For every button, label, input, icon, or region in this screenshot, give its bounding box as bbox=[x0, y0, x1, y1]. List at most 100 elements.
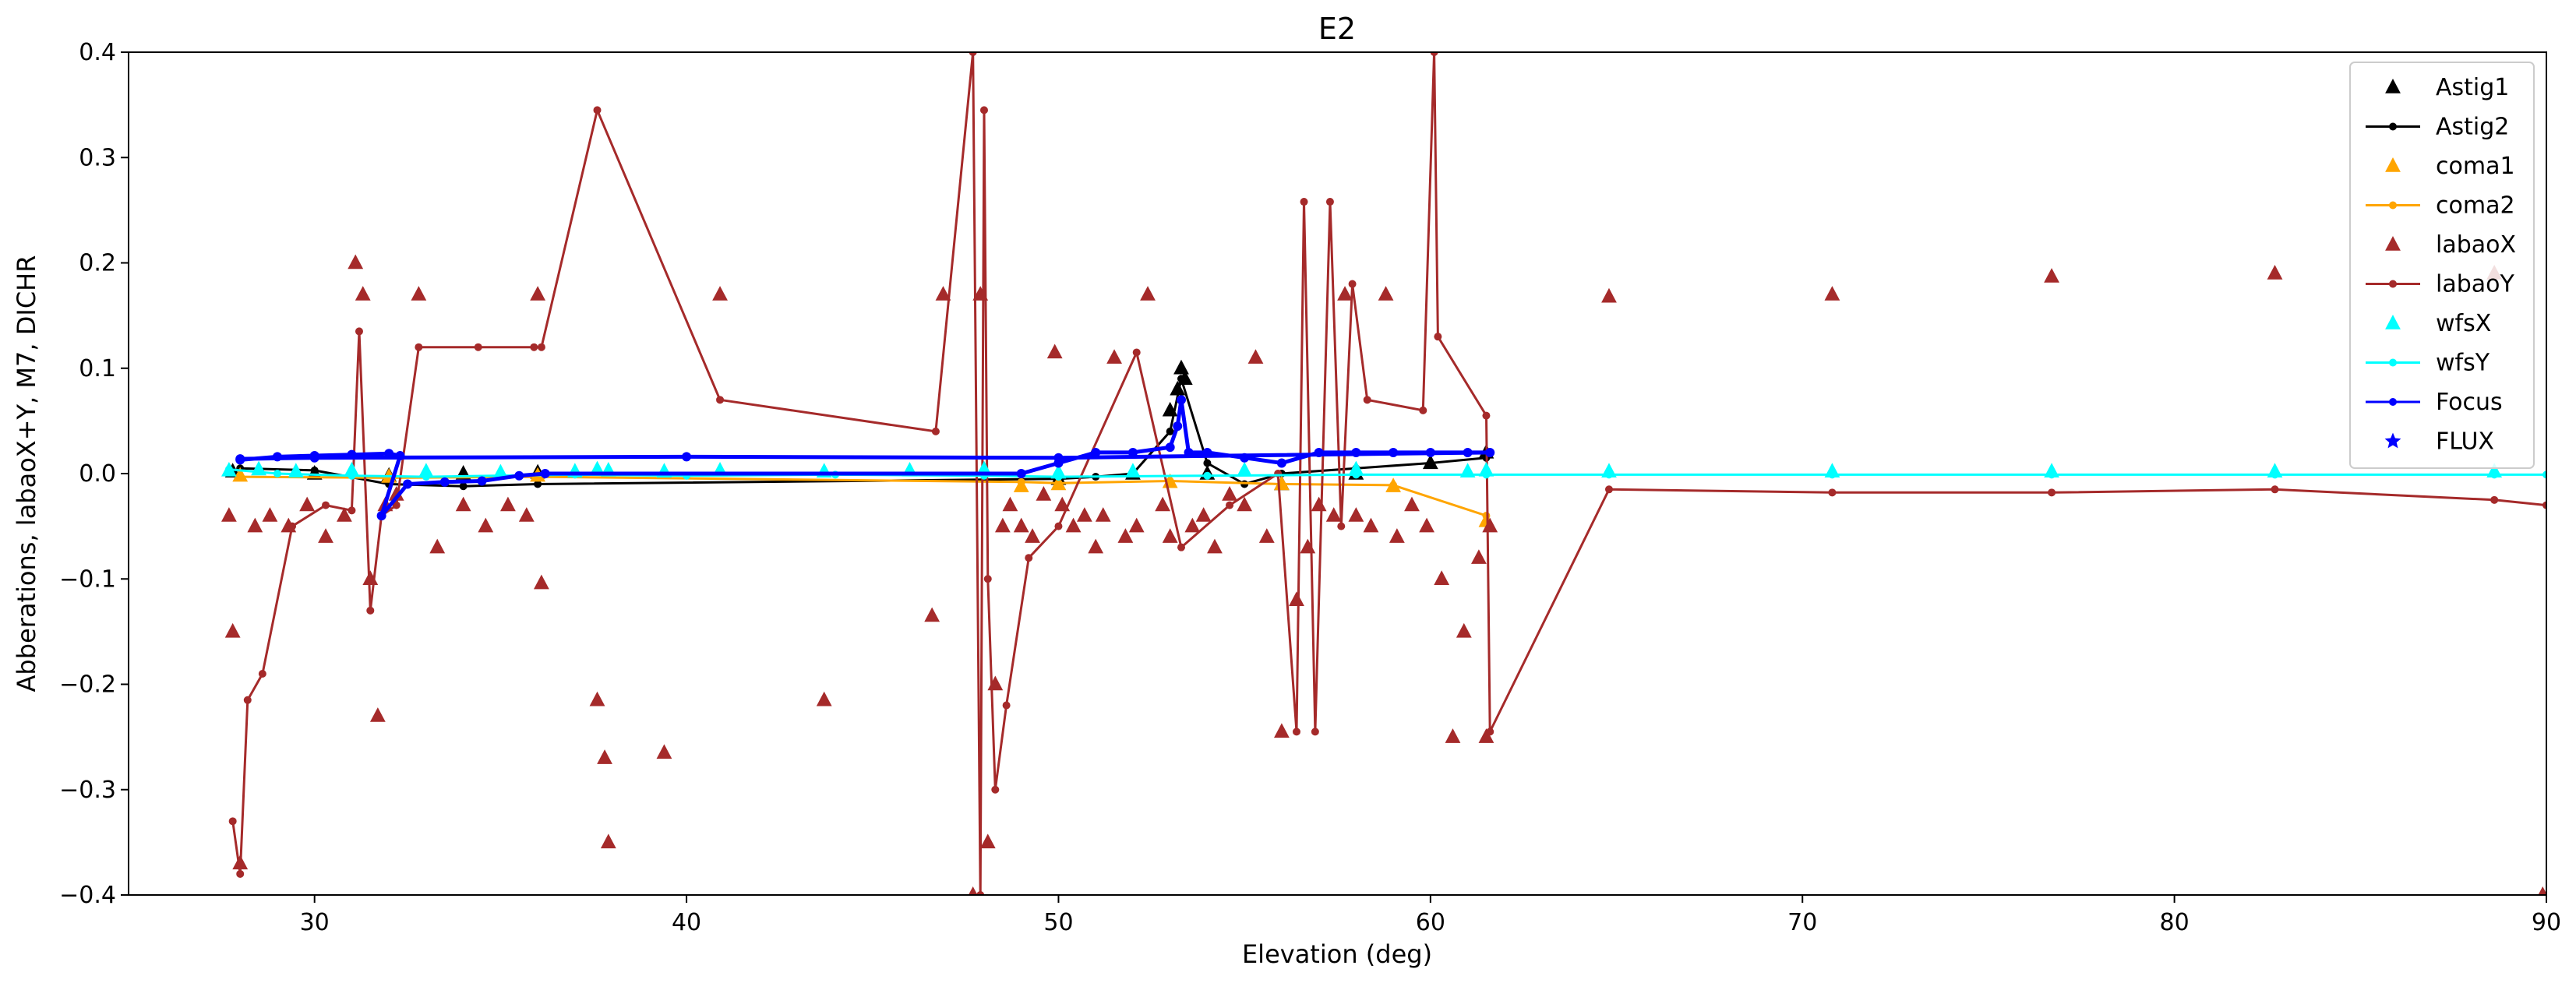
data-point bbox=[310, 466, 319, 474]
data-point bbox=[1036, 486, 1052, 501]
data-point bbox=[1117, 528, 1134, 543]
data-point bbox=[1300, 198, 1308, 206]
data-point bbox=[1106, 349, 1122, 364]
legend-marker bbox=[2385, 315, 2401, 329]
data-point bbox=[533, 574, 549, 590]
data-point bbox=[656, 744, 672, 759]
x-tick-label: 70 bbox=[1787, 909, 1817, 936]
series-layer bbox=[221, 52, 2546, 895]
data-point bbox=[1203, 471, 1212, 480]
data-point bbox=[376, 511, 386, 521]
data-point bbox=[540, 469, 550, 478]
data-point bbox=[1445, 728, 1461, 743]
data-point bbox=[1485, 447, 1495, 457]
data-point bbox=[1140, 286, 1156, 301]
data-point bbox=[1053, 453, 1064, 463]
data-point bbox=[243, 696, 252, 704]
legend-item-wfsx: wfsX bbox=[2385, 310, 2491, 337]
data-point bbox=[1363, 396, 1371, 404]
data-point bbox=[976, 891, 985, 895]
data-point bbox=[369, 707, 386, 722]
y-tick-label: −0.4 bbox=[59, 882, 116, 909]
data-point bbox=[224, 465, 233, 474]
data-point bbox=[1091, 447, 1101, 457]
data-point bbox=[1065, 517, 1082, 533]
x-tick-label: 50 bbox=[1043, 909, 1073, 936]
legend-label: wfsY bbox=[2436, 350, 2490, 377]
data-point bbox=[1125, 463, 1141, 477]
data-point bbox=[1162, 528, 1178, 543]
legend-item-labaoy: labaoY bbox=[2366, 271, 2515, 298]
data-point bbox=[1203, 459, 1212, 467]
data-point bbox=[1128, 517, 1145, 533]
y-tick-label: 0.2 bbox=[79, 250, 116, 277]
data-point bbox=[1166, 477, 1174, 485]
data-point bbox=[1046, 344, 1063, 359]
data-point bbox=[1389, 528, 1405, 543]
data-point bbox=[2490, 495, 2499, 504]
legend-label: labaoX bbox=[2436, 231, 2516, 259]
data-point bbox=[1419, 406, 1427, 414]
data-point bbox=[235, 454, 245, 464]
data-point bbox=[2044, 268, 2059, 283]
data-point bbox=[1325, 198, 1334, 206]
data-point bbox=[1434, 333, 1442, 341]
data-point bbox=[534, 480, 542, 488]
data-point bbox=[1184, 517, 1201, 533]
y-axis-label: Abberations, labaoX+Y, M7, DICHR bbox=[12, 255, 41, 692]
data-point bbox=[518, 507, 535, 522]
legend-item-labaox: labaoX bbox=[2385, 231, 2516, 259]
data-point bbox=[1314, 447, 1324, 457]
data-point bbox=[1828, 488, 1837, 497]
legend-item-focus: Focus bbox=[2366, 389, 2503, 416]
x-axis: 30 40 50 60 70 80 90 bbox=[300, 895, 2561, 936]
data-point bbox=[1237, 461, 1253, 477]
data-point bbox=[318, 528, 333, 543]
data-point bbox=[1419, 517, 1434, 533]
data-point bbox=[991, 785, 1000, 794]
data-point bbox=[418, 463, 434, 477]
data-point bbox=[1824, 286, 1840, 301]
data-point bbox=[411, 286, 427, 301]
series-line bbox=[231, 52, 2546, 895]
data-point bbox=[716, 396, 725, 404]
data-point bbox=[1025, 554, 1033, 562]
data-point bbox=[348, 254, 364, 270]
data-point bbox=[2538, 886, 2546, 895]
legend-label: Astig1 bbox=[2436, 74, 2509, 101]
y-tick-label: −0.2 bbox=[59, 671, 116, 699]
data-point bbox=[2048, 470, 2056, 479]
data-point bbox=[1002, 496, 1018, 512]
data-point bbox=[1482, 411, 1491, 420]
legend-marker bbox=[2389, 358, 2397, 367]
data-point bbox=[1482, 517, 1498, 533]
data-point bbox=[478, 517, 494, 533]
data-point bbox=[1173, 421, 1183, 432]
data-point bbox=[816, 691, 832, 706]
data-point bbox=[530, 343, 538, 351]
data-point bbox=[1095, 507, 1111, 522]
data-point bbox=[1456, 622, 1472, 638]
data-point bbox=[979, 833, 996, 849]
data-point bbox=[1176, 395, 1186, 405]
data-point bbox=[1337, 522, 1346, 530]
legend-label: Focus bbox=[2436, 389, 2503, 416]
legend: Astig1 Astig2 coma1 coma2 labaoX labaoY wfsX wf… bbox=[2349, 62, 2535, 469]
data-point bbox=[979, 106, 988, 115]
data-point bbox=[1127, 447, 1138, 457]
data-point bbox=[1054, 473, 1063, 481]
data-point bbox=[931, 427, 940, 435]
data-point bbox=[1247, 349, 1264, 364]
series-labaox bbox=[221, 254, 2546, 895]
data-point bbox=[1425, 447, 1435, 457]
data-point bbox=[1002, 701, 1011, 710]
data-point bbox=[2271, 485, 2279, 494]
legend-label: FLUX bbox=[2436, 428, 2494, 456]
data-point bbox=[477, 476, 487, 486]
data-point bbox=[1486, 728, 1494, 736]
legend-label: coma1 bbox=[2436, 153, 2515, 180]
x-tick-label: 60 bbox=[1416, 909, 1445, 936]
legend-item-coma2: coma2 bbox=[2366, 192, 2515, 220]
data-point bbox=[1226, 501, 1234, 509]
data-point bbox=[1240, 453, 1250, 463]
